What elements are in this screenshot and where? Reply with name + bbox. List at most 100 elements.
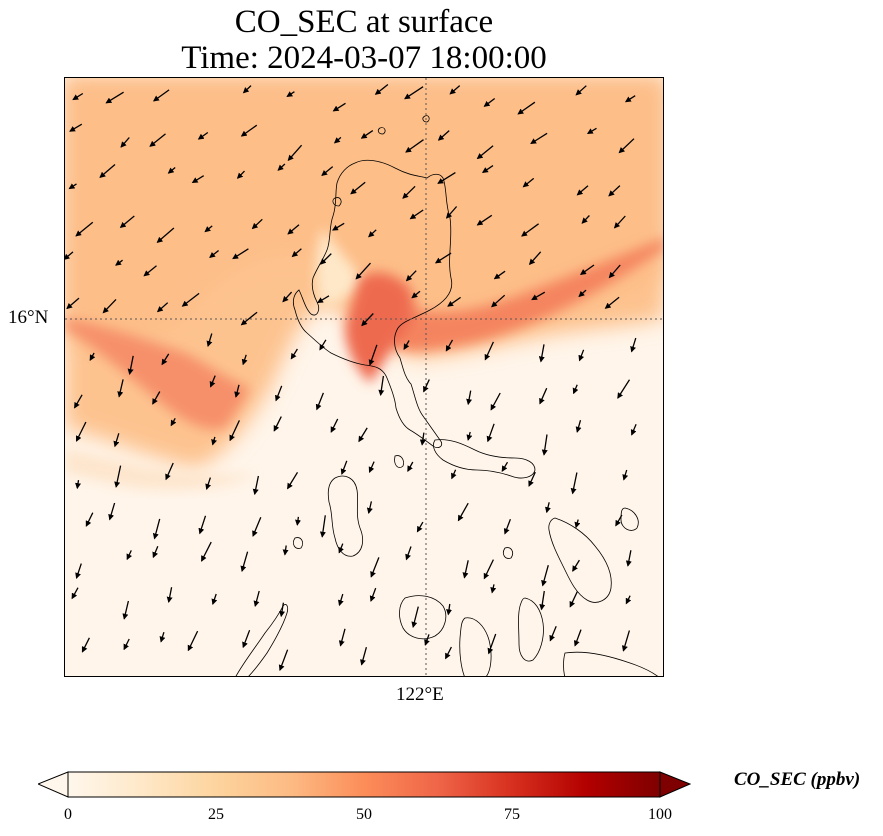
wind-arrow: [350, 181, 366, 195]
wind-arrow: [278, 649, 289, 672]
wind-arrow: [617, 379, 631, 399]
wind-arrow: [209, 375, 216, 388]
wind-arrow: [618, 138, 635, 154]
wind-arrow: [578, 289, 587, 298]
wind-arrow: [416, 521, 424, 533]
wind-arrow: [366, 501, 373, 514]
wind-arrow: [119, 215, 135, 229]
wind-arrow: [451, 469, 457, 480]
wind-arrow: [252, 475, 260, 496]
leyte-coastline: [518, 597, 544, 662]
colorbar-extend-low: [38, 771, 69, 798]
wind-arrow: [287, 144, 303, 162]
wind-arrow: [579, 264, 595, 275]
wind-arrow: [71, 587, 79, 600]
wind-arrow: [625, 595, 632, 605]
wind-arrow: [613, 215, 626, 229]
wind-arrow: [317, 295, 330, 304]
wind-arrow: [528, 471, 536, 487]
wind-arrow: [608, 185, 621, 197]
wind-arrow: [332, 222, 345, 231]
wind-vectors: [65, 83, 637, 672]
wind-arrow: [581, 215, 590, 224]
wind-arrow: [573, 629, 582, 647]
wind-arrow: [630, 423, 637, 436]
wind-arrow: [75, 563, 82, 579]
wind-arrow: [539, 387, 548, 405]
wind-arrow: [575, 420, 582, 433]
wind-arrow: [545, 502, 551, 514]
wind-arrow: [102, 298, 117, 314]
wind-arrow: [75, 421, 87, 442]
wind-arrow: [156, 302, 169, 313]
wind-arrow: [358, 427, 368, 443]
wind-arrow: [113, 433, 120, 448]
wind-arrow: [549, 625, 557, 642]
map-svg: [65, 78, 663, 676]
colorbar-tick: 75: [504, 806, 520, 823]
wind-arrow: [541, 565, 549, 587]
wind-arrow: [501, 461, 509, 472]
bicol-coastline: [433, 439, 536, 479]
wind-arrow: [74, 394, 83, 409]
coastlines: [235, 115, 658, 676]
wind-arrow: [369, 587, 377, 602]
wind-arrow: [187, 630, 199, 652]
wind-arrow: [165, 462, 174, 481]
wind-arrow: [65, 251, 74, 260]
wind-arrow: [368, 229, 377, 238]
wind-arrow: [69, 123, 83, 132]
wind-arrow: [211, 593, 218, 606]
wind-arrow: [530, 132, 548, 145]
wind-arrow: [404, 86, 424, 100]
wind-arrow: [625, 550, 632, 567]
wind-arrow: [159, 632, 166, 643]
wind-arrow: [282, 291, 293, 303]
plume-band-west: [65, 318, 250, 430]
wind-arrow: [152, 89, 170, 102]
negros-coastline: [459, 617, 492, 676]
wind-arrow: [191, 175, 205, 184]
wind-arrow: [370, 557, 380, 578]
wind-arrow: [368, 461, 375, 474]
wind-arrow: [161, 353, 170, 366]
wind-arrow: [572, 559, 580, 572]
wind-arrow: [319, 253, 332, 265]
wind-arrow: [491, 294, 506, 308]
wind-arrow: [445, 339, 454, 352]
wind-arrow: [143, 265, 157, 277]
wind-arrow: [411, 606, 419, 628]
wind-arrow: [126, 550, 133, 561]
wind-arrow: [204, 225, 213, 233]
wind-arrow: [446, 603, 452, 616]
wind-arrow: [360, 647, 368, 666]
wind-arrow: [419, 432, 426, 446]
wind-arrow: [252, 517, 262, 537]
wind-arrow: [374, 83, 389, 95]
wind-arrow: [569, 591, 578, 608]
wind-arrow: [405, 139, 424, 153]
wind-arrow: [319, 515, 326, 538]
wind-arrow: [361, 313, 374, 327]
wind-arrow: [236, 170, 245, 179]
panay-coastline: [399, 595, 447, 640]
wind-arrow: [355, 262, 371, 280]
wind-arrow: [81, 637, 90, 653]
wind-arrow: [75, 221, 94, 237]
wind-arrow: [232, 248, 249, 260]
wind-arrow: [253, 590, 260, 607]
wind-arrow: [621, 630, 631, 652]
wind-arrow: [286, 91, 295, 98]
wind-arrow: [445, 646, 452, 660]
colorbar-tick: 25: [208, 806, 224, 823]
wind-arrow: [462, 560, 469, 579]
lon-tick-label: 122°E: [396, 684, 444, 705]
wind-arrow: [402, 185, 416, 199]
wind-arrow: [115, 259, 123, 266]
wind-arrow: [275, 385, 283, 402]
wind-arrow: [319, 339, 327, 351]
wind-arrow: [282, 545, 289, 556]
wind-arrow: [622, 469, 629, 481]
wind-arrow: [209, 249, 220, 259]
wind-arrow: [466, 431, 473, 441]
